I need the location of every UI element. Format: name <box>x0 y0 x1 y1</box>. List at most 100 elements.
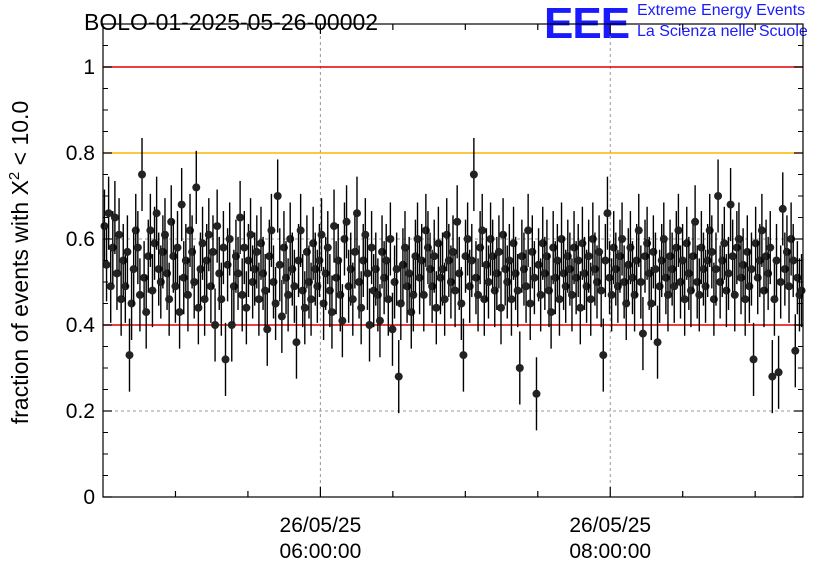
data-point <box>236 213 245 222</box>
data-point <box>484 278 493 286</box>
data-point <box>530 273 539 282</box>
data-point <box>542 252 551 261</box>
data-point <box>388 325 397 334</box>
data-point <box>657 256 666 265</box>
data-point <box>215 269 224 278</box>
data-point <box>655 282 664 291</box>
data-point <box>759 286 768 295</box>
data-point <box>653 338 662 347</box>
data-point <box>398 260 407 269</box>
data-point <box>208 247 217 256</box>
data-point <box>407 308 416 317</box>
data-point <box>497 303 506 312</box>
data-point <box>718 256 727 265</box>
data-point <box>108 243 117 252</box>
data-point <box>421 226 430 235</box>
data-point <box>386 235 395 243</box>
data-point <box>423 243 432 252</box>
data-point <box>480 295 489 304</box>
data-point <box>400 243 409 252</box>
x-tick-label-date: 26/05/25 <box>280 514 362 537</box>
data-point <box>528 247 537 256</box>
data-point <box>778 204 787 213</box>
data-point <box>123 247 132 256</box>
data-point <box>501 265 510 274</box>
data-point <box>553 256 562 265</box>
data-point <box>678 256 687 265</box>
data-point <box>634 226 643 235</box>
data-point <box>743 247 752 256</box>
data-point <box>342 217 351 226</box>
data-point <box>432 303 441 312</box>
data-point <box>582 282 591 291</box>
data-point <box>666 252 675 261</box>
data-point <box>787 235 796 243</box>
data-point <box>772 256 781 265</box>
data-point <box>503 278 512 286</box>
data-point <box>471 273 480 282</box>
data-point <box>156 278 165 286</box>
data-point <box>567 290 576 299</box>
data-point <box>332 273 341 282</box>
data-point <box>350 247 359 256</box>
data-point <box>507 295 516 304</box>
data-point <box>428 282 437 291</box>
data-point <box>382 256 391 265</box>
data-point <box>119 256 128 265</box>
data-point <box>355 278 364 286</box>
y-axis-label: fraction of events with X2 < 10.0 <box>6 101 33 425</box>
data-point <box>524 226 533 235</box>
data-point <box>624 260 633 269</box>
data-point <box>413 235 422 243</box>
data-point <box>348 295 357 304</box>
data-point <box>169 252 178 261</box>
data-point <box>363 269 372 278</box>
data-point <box>263 325 272 334</box>
data-point <box>338 316 347 325</box>
data-point <box>737 273 746 282</box>
data-point <box>749 355 758 364</box>
data-point <box>774 368 783 377</box>
data-point <box>457 299 466 308</box>
data-point <box>615 252 624 261</box>
data-point <box>173 243 182 252</box>
data-point <box>181 256 190 265</box>
data-point <box>526 299 535 308</box>
data-point <box>741 295 750 304</box>
data-point <box>409 290 418 299</box>
data-point <box>219 243 228 252</box>
data-point <box>271 299 280 308</box>
data-point <box>449 247 457 256</box>
data-point <box>732 243 741 252</box>
data-point <box>282 273 291 282</box>
y-tick-label: 0.2 <box>66 400 95 423</box>
data-point <box>384 295 393 304</box>
data-point <box>167 217 176 226</box>
data-point <box>753 273 762 282</box>
data-point <box>286 235 295 243</box>
data-point <box>133 243 142 252</box>
data-point <box>680 295 689 304</box>
data-point <box>110 213 119 222</box>
data-point <box>728 252 737 261</box>
data-point <box>284 290 293 299</box>
y-axis-label-sup: 2 <box>6 172 23 180</box>
data-point <box>434 239 443 248</box>
data-point <box>436 273 445 282</box>
data-point <box>279 243 288 252</box>
data-point <box>225 235 234 243</box>
data-point <box>561 282 570 291</box>
data-point <box>146 226 155 235</box>
data-point <box>340 235 349 243</box>
axis-ticks: 0 0.2 0.4 0.6 0.8 1 26/05/25 06:00:00 26/05/25 08… <box>66 24 803 563</box>
data-point <box>154 265 163 274</box>
data-point <box>223 260 232 269</box>
data-point <box>246 230 255 239</box>
data-point <box>709 295 718 304</box>
data-point <box>417 256 426 265</box>
data-point <box>186 226 195 235</box>
data-points <box>100 137 806 431</box>
data-point <box>611 265 620 274</box>
data-point <box>229 282 238 291</box>
